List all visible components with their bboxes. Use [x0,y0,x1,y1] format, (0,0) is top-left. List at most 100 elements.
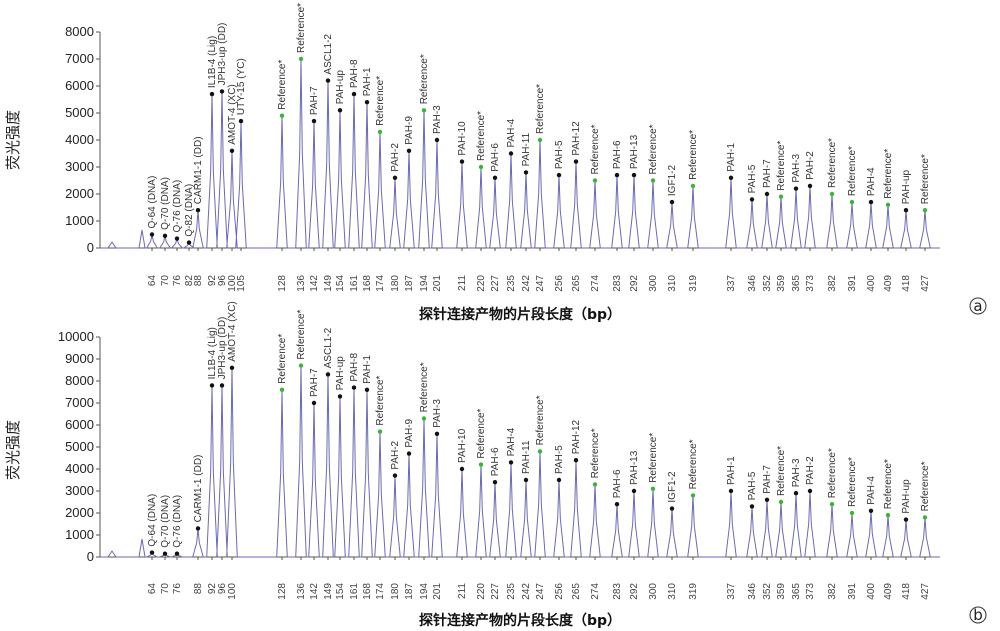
x-tick-label: 265 [571,275,582,292]
peak-marker [229,148,235,153]
x-tick-label: 352 [762,583,773,600]
peak-marker [337,394,343,399]
x-tick-label: 337 [726,583,737,600]
peak-marker [556,477,562,483]
peak-marker [219,383,225,388]
y-tick-label: 8000 [65,373,94,388]
peak-label: Reference* [296,3,307,53]
reference-peak-marker [690,493,696,498]
peak-label: PAH-7 [309,368,320,397]
peak-label: Reference* [419,362,430,412]
x-tick-label: 194 [419,275,430,292]
y-tick-label: 4000 [65,132,94,147]
reference-peak-marker [885,202,891,207]
peak-label: Reference* [648,433,659,483]
x-tick-label: 168 [362,275,373,292]
peak-label: PAH-4 [866,167,877,196]
peak-label: Reference* [375,375,386,425]
x-axis-label-b: 探针连接产物的片段长度（bp） [419,612,621,629]
peak-label: Reference* [776,141,787,191]
reference-peak-marker [537,449,543,454]
peak-label: Reference* [688,439,699,489]
y-tick-label: 1000 [65,213,94,228]
reference-peak-marker [377,429,383,434]
x-tick-label: 409 [883,583,894,600]
peak-label: PAH-2 [805,456,816,485]
peak-marker [728,488,734,494]
x-tick-label: 154 [335,583,346,600]
peak-marker [325,372,331,377]
peak-label: PAH-2 [805,151,816,180]
peak-marker [614,172,620,178]
peak-label: PAH-4 [506,118,517,147]
peak-label: PAH-12 [571,419,582,454]
peak-label: CARM1-1 (DD) [193,136,204,204]
peak-label: Reference* [827,138,838,188]
peak-label: Reference* [883,459,894,509]
y-tick-label: 7000 [65,51,94,66]
y-tick-label: 2000 [65,505,94,520]
peak-label: Reference* [296,309,307,359]
peak-label: Reference* [476,408,487,458]
peak-marker [209,383,215,388]
peak-marker [325,78,331,83]
peak-label: Reference* [277,334,288,384]
peak-label: PAH-9 [404,418,415,447]
reference-peak-marker [592,178,598,183]
x-tick-label: 247 [535,275,546,292]
peak-marker [508,151,514,156]
peak-label: PAH-6 [490,447,501,476]
peak-marker [351,385,357,390]
peak-marker [364,100,370,105]
trace-line [100,365,940,558]
x-tick-label: 310 [667,583,678,600]
x-tick-label: 274 [590,275,601,292]
peak-marker [764,497,770,502]
peak-label: Reference* [847,146,858,196]
x-tick-label: 76 [172,583,183,595]
x-tick-label: 149 [323,275,334,292]
peak-label: PAH-7 [762,465,773,494]
x-tick-label: 352 [762,275,773,292]
peak-label: Q-76 (DNA) [172,495,183,548]
peak-label: CARM1-1 (DD) [193,455,204,523]
panel-label-b-circle [969,606,987,624]
peak-label: PAH-4 [866,476,877,505]
x-tick-label: 96 [217,583,228,595]
x-tick-label: 400 [866,583,877,600]
peak-label: PAH-1 [362,355,373,384]
x-tick-label: 201 [432,275,443,292]
y-tick-label: 0 [87,549,94,564]
x-tick-label: 300 [648,583,659,600]
reference-peak-marker [885,513,891,518]
x-tick-label: 161 [349,275,360,292]
peak-label: PAH-13 [629,450,640,485]
peak-label: IGF1-2 [667,165,678,197]
peak-label: Reference* [535,84,546,134]
peak-label: UTY-15 (YC) [236,58,247,115]
x-tick-label: 82 [184,275,195,287]
reference-peak-marker [849,510,855,516]
peak-label: PAH-2 [390,440,401,469]
peak-marker [149,232,155,237]
x-tick-label: 292 [629,275,640,292]
peak-marker [162,551,168,556]
peak-marker [523,170,529,175]
peak-marker [573,458,579,463]
x-tick-label: 247 [535,583,546,600]
peak-label: Reference* [535,395,546,445]
x-tick-label: 382 [827,583,838,600]
peak-label: ASCL1-2 [323,327,334,368]
peak-marker [669,199,675,205]
peak-marker [631,172,637,178]
peak-label: Reference* [827,448,838,498]
x-tick-label: 310 [667,275,678,292]
reference-peak-marker [829,191,835,197]
peak-marker [174,236,180,241]
peak-marker [764,191,770,197]
x-tick-label: 292 [629,583,640,600]
peak-label: JPH3-up (DD) [217,23,228,86]
x-tick-label: 174 [375,583,386,600]
x-tick-label: 154 [335,275,346,292]
reference-peak-marker [298,363,304,368]
